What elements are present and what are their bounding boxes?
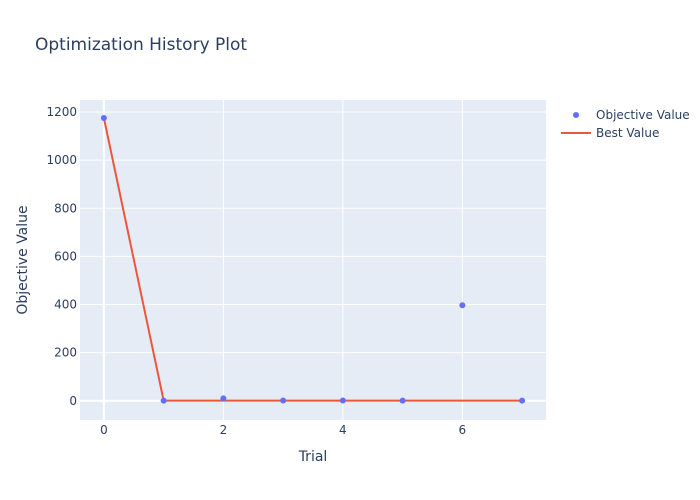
legend: Objective Value Best Value [561,108,690,140]
x-axis-ticks: 0 2 4 6 [100,423,466,437]
legend-item[interactable]: Objective Value [573,108,690,122]
plot-area[interactable] [80,100,546,420]
x-tick-label: 4 [339,423,347,437]
chart-title: Optimization History Plot [35,35,247,55]
x-tick-label: 0 [100,423,108,437]
y-tick-label: 200 [54,346,77,360]
legend-item[interactable]: Best Value [561,126,659,140]
legend-label: Best Value [596,126,659,140]
x-axis-title: Trial [298,449,328,465]
objective-value-point[interactable] [519,397,526,404]
objective-value-point[interactable] [220,395,227,402]
x-tick-label: 6 [459,423,467,437]
y-tick-label: 0 [69,394,77,408]
best-value-line[interactable] [102,117,523,402]
y-tick-label: 1000 [46,153,77,167]
series-layer [100,115,526,404]
objective-value-point[interactable] [399,397,406,404]
y-axis-title: Objective Value [15,205,31,314]
objective-value-point[interactable] [160,397,167,404]
legend-marker-icon [573,112,579,118]
objective-value-point[interactable] [100,115,107,122]
y-tick-label: 1200 [46,105,77,119]
y-tick-label: 800 [54,201,77,215]
y-axis-ticks: 0 200 400 600 800 1000 1200 [46,105,77,408]
objective-value-point[interactable] [339,397,346,404]
legend-label: Objective Value [596,108,690,122]
x-tick-label: 2 [220,423,228,437]
objective-value-point[interactable] [459,302,466,309]
y-tick-label: 400 [54,298,77,312]
objective-value-point[interactable] [280,397,287,404]
y-tick-label: 600 [54,249,77,263]
